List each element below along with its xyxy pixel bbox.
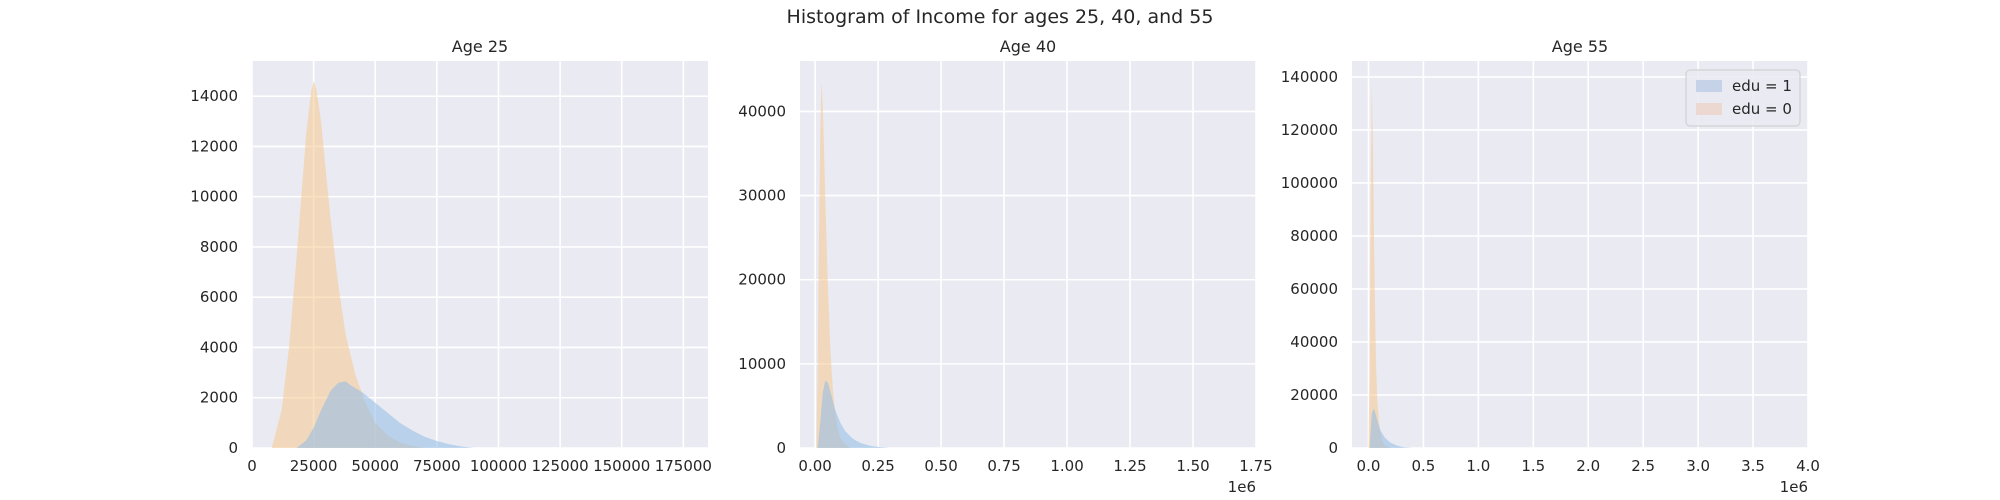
y-tick-label: 0 (1328, 439, 1338, 457)
panel-title: Age 55 (1552, 37, 1608, 56)
x-tick-label: 1.50 (1176, 457, 1209, 475)
legend-label: edu = 1 (1732, 77, 1792, 95)
panel-age-55: 0.0 0.5 1.0 1.5 2.0 2.5 3.0 3.5 4.0 0 20000 40000 60… (1281, 37, 1820, 496)
figure-title: Histogram of Income for ages 25, 40, and… (786, 6, 1214, 28)
y-tick-label: 12000 (190, 137, 238, 155)
x-tick-label: 0 (247, 457, 257, 475)
y-tick-label: 6000 (200, 288, 238, 306)
y-tick-label: 60000 (1290, 280, 1338, 298)
x-tick-label: 3.0 (1686, 457, 1710, 475)
x-tick-label: 0.5 (1411, 457, 1435, 475)
x-tick-label: 1.25 (1113, 457, 1146, 475)
x-tick-label: 1.5 (1521, 457, 1545, 475)
x-tick-label: 150000 (593, 457, 650, 475)
panel-title: Age 25 (452, 37, 508, 56)
x-tick-label: 100000 (470, 457, 527, 475)
plot-area (800, 61, 1256, 448)
x-tick-label: 4.0 (1796, 457, 1820, 475)
x-tick-label: 2.5 (1631, 457, 1655, 475)
histogram-series-edu1 (1369, 408, 1413, 448)
legend-swatch (1696, 103, 1722, 115)
x-offset-label: 1e6 (1780, 478, 1808, 496)
histogram-series-edu0 (816, 82, 851, 448)
y-tick-label: 8000 (200, 238, 238, 256)
x-tick-label: 175000 (655, 457, 712, 475)
x-tick-label: 3.5 (1741, 457, 1765, 475)
histogram-series-edu1 (817, 380, 891, 448)
x-tick-label: 50000 (351, 457, 399, 475)
x-tick-label: 125000 (531, 457, 588, 475)
y-tick-label: 10000 (738, 355, 786, 373)
x-tick-label: 0.0 (1357, 457, 1381, 475)
y-tick-label: 40000 (1290, 333, 1338, 351)
panel-age-25: 0 25000 50000 75000 100000 125000 150000 175000… (190, 37, 712, 475)
y-tick-label: 0 (228, 439, 238, 457)
histogram-series-edu1 (296, 381, 474, 448)
legend-label: edu = 0 (1732, 100, 1792, 118)
x-tick-label: 0.75 (987, 457, 1020, 475)
x-offset-label: 1e6 (1228, 478, 1256, 496)
y-tick-label: 80000 (1290, 227, 1338, 245)
y-tick-label: 20000 (738, 271, 786, 289)
y-tick-label: 4000 (200, 338, 238, 356)
histogram-series-edu0 (1368, 82, 1391, 448)
y-tick-label: 14000 (190, 87, 238, 105)
x-tick-label: 1.0 (1466, 457, 1490, 475)
y-tick-label: 100000 (1281, 174, 1338, 192)
y-tick-label: 40000 (738, 102, 786, 120)
x-tick-label: 1.75 (1239, 457, 1272, 475)
legend-swatch (1696, 80, 1722, 92)
x-tick-label: 0.50 (924, 457, 957, 475)
x-tick-label: 0.00 (798, 457, 831, 475)
y-tick-label: 0 (776, 439, 786, 457)
y-tick-label: 2000 (200, 389, 238, 407)
x-tick-label: 0.25 (861, 457, 894, 475)
y-tick-label: 10000 (190, 188, 238, 206)
legend: edu = 1 edu = 0 (1685, 69, 1801, 127)
y-tick-label: 20000 (1290, 386, 1338, 404)
y-tick-label: 120000 (1281, 121, 1338, 139)
x-tick-label: 1.00 (1050, 457, 1083, 475)
x-tick-label: 2.0 (1576, 457, 1600, 475)
y-tick-label: 30000 (738, 187, 786, 205)
panel-age-40: 0.00 0.25 0.50 0.75 1.00 1.25 1.50 1.75 0 10000 20… (738, 37, 1272, 496)
y-tick-label: 140000 (1281, 68, 1338, 86)
x-tick-label: 25000 (290, 457, 338, 475)
histogram-series-edu0 (271, 81, 425, 448)
x-tick-label: 75000 (413, 457, 461, 475)
panel-title: Age 40 (1000, 37, 1056, 56)
